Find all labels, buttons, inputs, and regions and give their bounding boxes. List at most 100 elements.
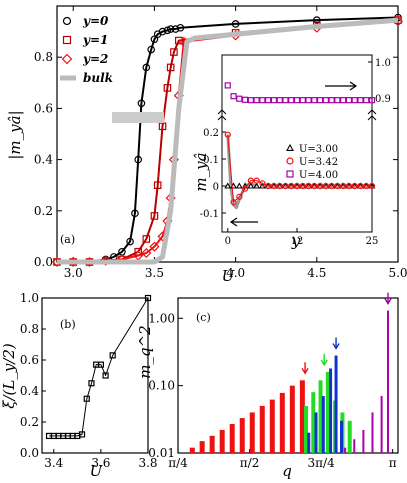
b-data-point (144, 294, 152, 302)
c-bar (386, 310, 389, 453)
inset-data-point (293, 182, 301, 190)
inset-axis-break-right (367, 109, 377, 121)
c-bar (311, 392, 316, 453)
y-tick-label: 0.2 (34, 204, 53, 218)
legend-label: y=1 (82, 33, 108, 47)
data-point (176, 23, 185, 32)
c-x-tick-label: π/4 (168, 456, 188, 470)
inset-grey-line (226, 134, 258, 210)
legend-marker (62, 16, 72, 26)
data-point (158, 122, 167, 131)
inset-y-tick-label: 0.2 (203, 128, 219, 139)
inset-data-point (368, 97, 376, 104)
b-y-axis-title: ξ/(L_y/2) (0, 343, 18, 409)
c-bar (371, 412, 374, 453)
data-point (142, 63, 151, 72)
c-bar (380, 396, 383, 453)
b-y-tick-label: 0.6 (20, 353, 39, 367)
c-bar (279, 392, 285, 453)
c-bar (307, 432, 311, 453)
c-bar (229, 423, 235, 453)
inset-x-tick-label: 0 (225, 236, 231, 247)
inset-data-point (322, 182, 329, 190)
c-bar (340, 420, 344, 453)
data-point (134, 155, 142, 164)
b-y-tick-label: 0.0 (20, 446, 39, 460)
inset-y-tick-label: -0.1 (200, 209, 219, 220)
c-bar (329, 368, 333, 453)
c-x-tick-label: 3π/4 (308, 456, 336, 470)
bulk-band (112, 112, 164, 123)
inset-data-point (253, 182, 261, 189)
c-peak-arrow (332, 337, 340, 350)
inset-data-point (282, 182, 289, 190)
b-data-point (109, 352, 116, 359)
c-peak-arrow (301, 362, 309, 375)
inset-data-point (236, 95, 243, 102)
inset-data-point (241, 96, 249, 103)
c-bar (303, 405, 308, 453)
inset-data-point (334, 97, 341, 104)
data-point (137, 99, 146, 108)
x-tick-label: 3.0 (64, 266, 83, 280)
b-y-tick-label: 1.0 (20, 291, 39, 305)
c-x-axis-title: q (282, 462, 292, 480)
panel-c-frame (177, 297, 399, 454)
panel-label-b: (b) (60, 318, 76, 331)
data-point (131, 209, 139, 218)
data-point (166, 25, 175, 33)
c-bar (347, 420, 352, 453)
x-tick-label: 3.5 (145, 266, 164, 280)
c-peak-arrow (384, 292, 392, 305)
inset-y2-tick-label: 1.0 (375, 58, 391, 69)
inset-x-tick-label: 25 (366, 236, 379, 247)
legend-label: y=2 (82, 52, 108, 66)
c-bar (189, 447, 195, 453)
c-bar (239, 418, 245, 453)
panel-a-inset: 0 12 25 -0.1 0 0.1 0.2 0.9 1.0 y m_yâ U=3.00 U=3.42 U… (192, 54, 391, 250)
inset-data-point (340, 97, 347, 104)
c-y-tick-label: 0.10 (148, 379, 175, 393)
b-series-line (49, 297, 149, 437)
inset-x-tick-label: 12 (291, 236, 304, 247)
inset-data-point (265, 182, 272, 190)
inset-data-point (311, 182, 318, 190)
inset-y2-tick-label: 0.9 (375, 94, 391, 105)
inset-data-point (363, 97, 370, 104)
b-y-tick-label: 0.4 (20, 384, 39, 398)
y-tick-label: 0.4 (34, 153, 53, 167)
y-axis-title: |m_yâ| (6, 110, 24, 159)
inset-left-axis-arrow (229, 217, 258, 227)
inset-data-point (270, 182, 278, 190)
inset-data-point (288, 97, 295, 104)
y-tick-label: 0.8 (34, 50, 53, 64)
c-bar (259, 405, 265, 453)
inset-data-point (299, 97, 306, 104)
c-y-axis-title: m_q^2 (136, 325, 154, 378)
inset-data-point (282, 97, 289, 104)
inset-legend-label: U=3.42 (299, 157, 338, 168)
inset-data-point (328, 97, 335, 104)
b-data-point (83, 395, 90, 402)
inset-y-tick-label: 0 (213, 182, 219, 193)
data-point (149, 241, 160, 252)
inset-data-point (357, 182, 364, 190)
inset-data-point (368, 182, 376, 190)
c-bar (362, 429, 365, 453)
inset-data-point (328, 182, 335, 190)
inset-data-point (259, 180, 266, 187)
b-data-point (88, 380, 95, 387)
b-x-tick-label: 3.4 (44, 456, 63, 470)
inset-data-point (299, 182, 306, 190)
panel-b: 3.4 3.6 3.8 0.0 0.2 0.4 0.6 0.8 1.0 Uξ/(L_y/2) (b) (0, 291, 158, 480)
inset-data-point (311, 97, 318, 104)
panel-c: π/4 π/2 3π/4 π 0.01 0.10 1.00 q m_q^2 (c) (136, 292, 399, 480)
data-point (163, 84, 172, 92)
data-point (150, 212, 159, 220)
legend-label: bulk (83, 71, 113, 85)
x-tick-label: 5.0 (388, 266, 407, 280)
c-bar (334, 355, 338, 453)
inset-data-point (316, 182, 324, 190)
legend-label: y=0 (82, 14, 109, 28)
panel-label-a: (a) (60, 233, 75, 246)
